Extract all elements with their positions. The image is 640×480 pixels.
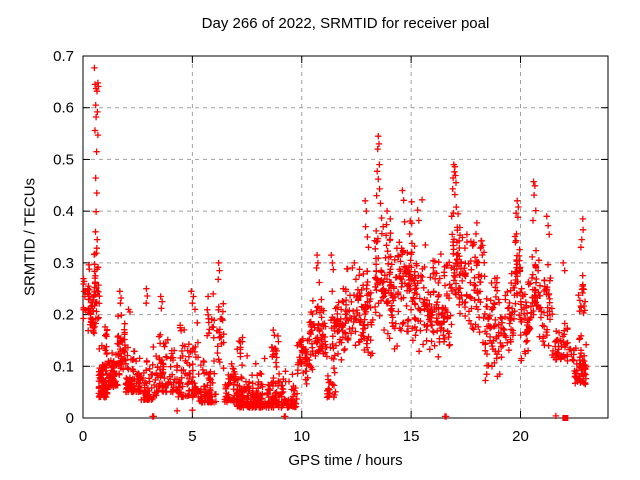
y-tick-label: 0.5 — [53, 151, 74, 168]
x-tick-label: 0 — [79, 428, 87, 445]
y-tick-label: 0.7 — [53, 48, 74, 65]
x-tick-label: 10 — [293, 428, 310, 445]
x-tick-label: 5 — [188, 428, 196, 445]
y-tick-label: 0.2 — [53, 307, 74, 324]
y-tick-label: 0.1 — [53, 358, 74, 375]
y-tick-label: 0.4 — [53, 203, 74, 220]
y-tick-label: 0.6 — [53, 100, 74, 117]
chart-title: Day 266 of 2022, SRMTID for receiver poa… — [201, 15, 490, 32]
x-tick-label: 15 — [403, 428, 420, 445]
square-marker — [562, 415, 569, 421]
y-tick-label: 0.3 — [53, 255, 74, 272]
scatter-points — [80, 64, 590, 420]
y-tick-label: 0 — [66, 410, 74, 427]
x-axis-label: GPS time / hours — [288, 452, 403, 469]
x-tick-label: 20 — [512, 428, 529, 445]
plot-border — [82, 55, 609, 419]
